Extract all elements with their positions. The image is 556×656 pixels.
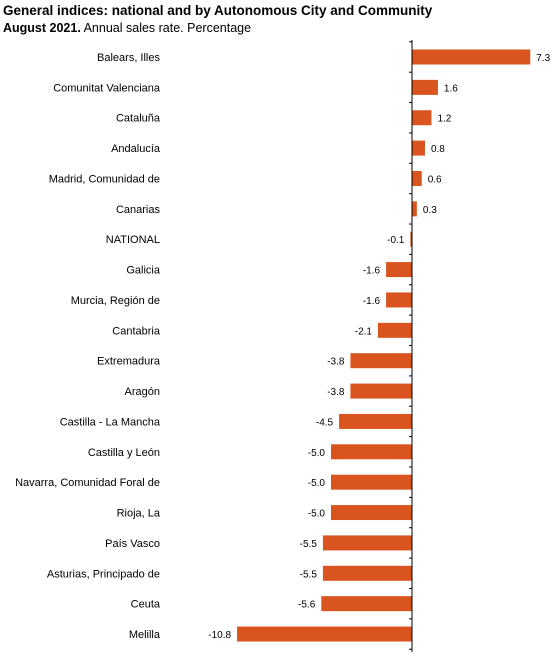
- bar: [412, 170, 422, 186]
- subtitle-description: Annual sales rate. Percentage: [80, 21, 252, 35]
- data-label: -0.1: [387, 235, 405, 246]
- bar: [237, 626, 412, 642]
- category-label: Castilla - La Mancha: [60, 416, 161, 428]
- bar: [412, 140, 425, 156]
- data-label: -1.6: [363, 296, 381, 307]
- category-label: Comunitat Valenciana: [53, 82, 161, 94]
- subtitle-date: August 2021.: [3, 21, 81, 35]
- bar: [331, 474, 412, 490]
- category-label: Melilla: [129, 629, 161, 641]
- bar: [377, 322, 412, 338]
- data-label: -5.0: [308, 448, 326, 459]
- category-label: Galicia: [126, 265, 161, 277]
- data-label: -5.5: [300, 569, 318, 580]
- data-label: 7.3: [536, 53, 550, 64]
- bar: [410, 231, 412, 247]
- category-label: Cantabria: [112, 325, 161, 337]
- bar: [412, 110, 432, 126]
- bar: [331, 505, 412, 521]
- category-label: Madrid, Comunidad de: [49, 173, 160, 185]
- bar: [386, 262, 412, 278]
- category-label: Asturias, Principado de: [47, 568, 160, 580]
- data-label: 1.2: [437, 114, 451, 125]
- category-label: Rioja, La: [117, 508, 161, 520]
- data-label: -4.5: [316, 417, 334, 428]
- data-label: -1.6: [363, 266, 381, 277]
- data-label: 0.8: [431, 144, 445, 155]
- data-label: -3.8: [327, 387, 345, 398]
- data-label: 0.6: [428, 174, 442, 185]
- bar: [321, 596, 412, 612]
- category-label: NATIONAL: [106, 234, 160, 246]
- bar: [412, 201, 417, 217]
- chart-subtitle: August 2021. Annual sales rate. Percenta…: [3, 21, 251, 35]
- bar: [350, 353, 412, 369]
- data-label: -5.6: [298, 600, 316, 611]
- category-label: Ceuta: [131, 599, 161, 611]
- data-label: -10.8: [208, 630, 231, 641]
- category-label: Aragón: [125, 386, 160, 398]
- data-label: 0.3: [423, 205, 437, 216]
- category-label: Murcia, Región de: [71, 295, 160, 307]
- chart-title: General indices: national and by Autonom…: [3, 3, 433, 18]
- data-label: 1.6: [444, 83, 458, 94]
- category-label: País Vasco: [105, 538, 160, 550]
- bar: [339, 413, 412, 429]
- data-label: -5.5: [300, 539, 318, 550]
- data-label: -5.0: [308, 509, 326, 520]
- category-label: Canarias: [116, 204, 161, 216]
- bar: [412, 49, 531, 65]
- bar: [412, 79, 438, 95]
- data-label: -3.8: [327, 357, 345, 368]
- data-label: -2.1: [355, 326, 373, 337]
- bar: [322, 565, 412, 581]
- bar: [322, 535, 412, 551]
- category-label: Navarra, Comunidad Foral de: [15, 477, 160, 489]
- category-label: Extremadura: [97, 356, 161, 368]
- category-label: Cataluña: [116, 113, 161, 125]
- bar: [350, 383, 412, 399]
- bar: [331, 444, 412, 460]
- category-label: Balears, Illes: [97, 52, 160, 64]
- category-label: Andalucía: [111, 143, 161, 155]
- category-label: Castilla y León: [88, 447, 160, 459]
- bar: [386, 292, 412, 308]
- data-label: -5.0: [308, 478, 326, 489]
